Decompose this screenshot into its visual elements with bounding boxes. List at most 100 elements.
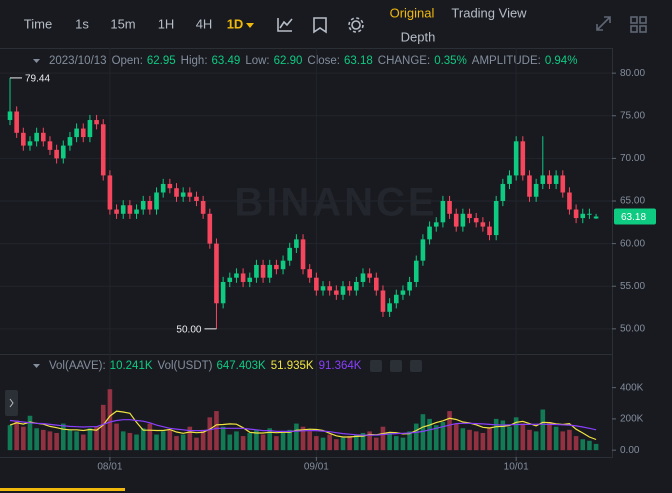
toolbar-icons[interactable] — [277, 16, 647, 34]
candle-body — [460, 213, 466, 227]
volume-bar — [34, 428, 39, 451]
volume-bar — [367, 431, 372, 451]
candle-body — [467, 213, 472, 219]
volume-bar — [60, 423, 66, 451]
volume-bar — [254, 429, 259, 451]
volume-bar — [274, 436, 279, 451]
volume-bar — [413, 423, 419, 451]
candle-body — [547, 175, 552, 184]
grid-icon[interactable] — [639, 16, 647, 24]
volume-bar — [400, 437, 406, 451]
legend-icon[interactable] — [370, 360, 382, 372]
volume-bar — [473, 431, 479, 451]
candle-body — [413, 260, 419, 282]
candle-body — [453, 213, 459, 227]
candle-body — [387, 303, 392, 312]
volume-bar — [360, 432, 366, 451]
legend-icon[interactable] — [410, 360, 422, 372]
interval-button[interactable]: 15m — [110, 16, 135, 31]
info-label: Close: — [307, 55, 340, 67]
grid-icon[interactable] — [630, 25, 638, 33]
view-tab[interactable]: Trading View — [451, 5, 527, 20]
volume-bar — [134, 434, 139, 451]
candle-body — [107, 175, 113, 210]
info-value: 0.94% — [545, 55, 578, 67]
interval-button[interactable]: 4H — [196, 16, 213, 31]
volume-bar — [67, 429, 73, 451]
info-value: 62.90 — [274, 55, 303, 67]
collapse-arrow[interactable] — [33, 59, 40, 63]
volume-bar — [307, 431, 312, 451]
legend-icon[interactable] — [390, 360, 402, 372]
candle-body — [513, 141, 519, 176]
volume-bar — [207, 417, 213, 451]
legend-label: Vol(USDT) — [158, 360, 213, 372]
candle-body — [480, 222, 486, 227]
interval-button-active[interactable]: 1D — [227, 16, 244, 31]
volume-bar — [387, 432, 392, 451]
volume-bar — [54, 432, 59, 451]
candle-body — [280, 260, 286, 270]
candle-body — [527, 175, 532, 197]
view-tab[interactable]: Original — [390, 5, 435, 20]
x-tick-label: 08/01 — [97, 462, 122, 473]
volume-bar — [314, 436, 319, 451]
volume-bar — [487, 428, 492, 451]
last-price-tag — [614, 208, 656, 225]
y-tick-label: 400K — [620, 382, 644, 393]
volume-bar — [533, 431, 539, 451]
candle-body — [433, 222, 439, 227]
candle-body — [47, 141, 53, 150]
x-tick-label: 10/01 — [504, 462, 529, 473]
scrollbar[interactable] — [0, 488, 125, 491]
volume-bar — [553, 426, 559, 451]
volume-bar — [127, 432, 133, 451]
legend-ma-value: 51.935K — [271, 360, 314, 372]
volume-bar — [154, 434, 159, 451]
candle-body — [234, 273, 239, 278]
interval-button[interactable]: Time — [24, 16, 52, 31]
collapse-arrow[interactable] — [33, 364, 40, 368]
candle-body — [100, 124, 106, 176]
template-icon[interactable] — [313, 17, 327, 34]
grid-icon[interactable] — [630, 16, 638, 24]
candle-body — [267, 264, 273, 278]
dropdown-arrow[interactable] — [246, 23, 254, 28]
indicator-icon[interactable] — [277, 18, 293, 32]
y-tick-label: 0.00 — [620, 445, 640, 456]
volume-bar — [513, 417, 519, 451]
interval-button[interactable]: 1s — [75, 16, 89, 31]
settings-icon[interactable] — [351, 20, 361, 30]
volume-bar — [267, 428, 273, 451]
candle-body — [487, 226, 492, 236]
candle-body — [60, 145, 66, 159]
volume-bar — [214, 411, 219, 451]
expand-icon[interactable] — [596, 16, 611, 31]
candle-body — [354, 281, 359, 291]
view-tab[interactable]: Depth — [401, 29, 436, 44]
candle-body — [347, 286, 352, 291]
volume-bar — [567, 429, 572, 451]
candle-body — [493, 201, 499, 236]
candle-body — [14, 111, 19, 133]
volume-bar — [120, 431, 126, 451]
candle-body — [214, 243, 219, 304]
volume-bar — [520, 423, 526, 451]
info-label: Open: — [112, 55, 143, 67]
volume-bar — [560, 431, 566, 451]
candle-body — [374, 277, 379, 291]
side-tab[interactable] — [5, 390, 18, 416]
interval-button[interactable]: 1H — [158, 16, 175, 31]
volume-bar — [220, 426, 226, 451]
info-value: 63.18 — [344, 55, 373, 67]
side-tab-arrow[interactable] — [9, 398, 14, 408]
volume-bar — [540, 409, 546, 451]
volume-bar — [447, 411, 452, 451]
settings-ring[interactable] — [348, 17, 364, 33]
candle-body — [587, 213, 592, 215]
grid-icon[interactable] — [639, 25, 647, 33]
candle-body — [507, 175, 512, 184]
volume-bar — [80, 434, 86, 451]
candle-body — [41, 132, 46, 142]
low-label: 50.00 — [176, 324, 201, 335]
